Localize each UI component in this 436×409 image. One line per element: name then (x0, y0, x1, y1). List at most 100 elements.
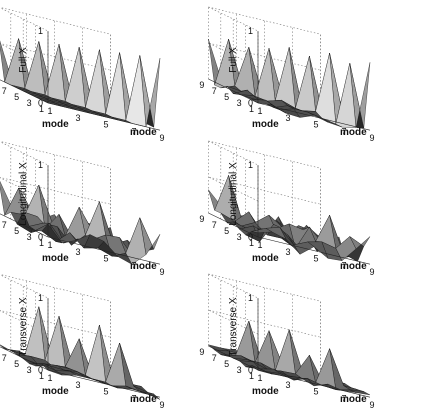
y-tick-label: 3 (27, 232, 32, 242)
left-wall-edge (208, 140, 259, 237)
x-tick-label: 9 (159, 133, 164, 143)
y-tick-label: 1 (39, 371, 44, 381)
y-tick-label: 9 (199, 347, 204, 357)
left-wall-edge (208, 6, 259, 103)
surface-facet (105, 52, 126, 121)
y-tick-label: 9 (199, 80, 204, 90)
z-tick-label: 0 (248, 232, 253, 242)
y-axis-line (208, 78, 259, 104)
x-tick-label: 1 (257, 240, 262, 250)
surface-facet (274, 329, 296, 375)
left-wall-edge (0, 141, 49, 237)
x-tick-label: 5 (103, 120, 108, 130)
z-axis-label: Full X (228, 47, 239, 73)
z-tick-label: 0 (248, 98, 253, 108)
y-tick-label: 1 (39, 238, 44, 248)
x-tick-label: 7 (131, 393, 136, 403)
x-tick-label: 1 (257, 373, 262, 383)
x-axis-label: mode (340, 127, 367, 138)
x-tick-label: 9 (369, 267, 374, 277)
x-axis-label: mode (340, 261, 367, 272)
x-tick-label: 7 (341, 126, 346, 136)
x-tick-label: 9 (159, 400, 164, 409)
x-tick-label: 9 (369, 133, 374, 143)
grid-line (0, 43, 111, 71)
y-tick-label: 5 (224, 92, 229, 102)
x-tick-label: 9 (369, 400, 374, 409)
grid-line (208, 309, 321, 338)
x-tick-label: 5 (313, 120, 318, 130)
z-axis-label: Longitudinal X (18, 162, 29, 226)
grid-line (208, 42, 321, 71)
x-tick-label: 3 (75, 247, 80, 257)
x-tick-label: 7 (131, 126, 136, 136)
y-tick-label: 1 (249, 104, 254, 114)
x-tick-label: 1 (47, 106, 52, 116)
y-tick-label: 3 (237, 232, 242, 242)
surface-facet (295, 56, 316, 112)
x-tick-label: 3 (75, 113, 80, 123)
x-axis-label: mode (130, 394, 157, 405)
y-tick-label: 7 (212, 220, 217, 230)
surface-facet (125, 55, 147, 128)
x-axis-line (47, 236, 161, 265)
y-axis-label: mode (42, 253, 69, 264)
x-axis-line (47, 102, 161, 131)
y-axis-label: mode (252, 119, 279, 130)
x-tick-label: 1 (257, 106, 262, 116)
surface-facet (85, 201, 106, 241)
z-tick-label: 0 (38, 98, 43, 108)
z-axis-label: Longitudinal X (228, 162, 239, 226)
y-tick-label: 5 (14, 92, 19, 102)
x-tick-label: 7 (341, 260, 346, 270)
z-axis-label: Transverse X (18, 297, 29, 356)
y-axis-label: mode (252, 386, 279, 397)
x-tick-label: 3 (75, 380, 80, 390)
y-axis-label: mode (252, 253, 279, 264)
z-tick-label: 1 (248, 160, 253, 170)
x-axis-label: mode (130, 127, 157, 138)
left-wall-edge (0, 7, 49, 103)
y-tick-label: 1 (39, 104, 44, 114)
z-axis-label: Transverse X (228, 297, 239, 356)
x-tick-label: 9 (159, 267, 164, 277)
y-tick-label: 5 (14, 359, 19, 369)
z-tick-label: 1 (38, 26, 43, 36)
y-tick-label: 1 (249, 238, 254, 248)
left-wall-edge (0, 274, 49, 370)
surface-facet (208, 344, 229, 352)
z-tick-label: 0 (38, 232, 43, 242)
x-axis-line (47, 369, 161, 398)
y-tick-label: 5 (14, 226, 19, 236)
x-axis-label: mode (340, 394, 367, 405)
z-tick-label: 1 (248, 293, 253, 303)
x-tick-label: 7 (131, 260, 136, 270)
y-tick-label: 1 (249, 371, 254, 381)
x-tick-label: 1 (47, 240, 52, 250)
z-tick-label: 1 (248, 26, 253, 36)
y-tick-label: 5 (224, 359, 229, 369)
y-tick-label: 3 (237, 365, 242, 375)
grid-line (208, 176, 321, 205)
y-tick-label: 7 (212, 353, 217, 363)
grid-line (0, 177, 111, 205)
x-tick-label: 7 (341, 393, 346, 403)
y-axis-line (208, 212, 259, 238)
z-tick-label: 1 (38, 160, 43, 170)
x-tick-label: 5 (313, 254, 318, 264)
x-axis-line (257, 236, 371, 265)
y-axis-label: mode (42, 119, 69, 130)
z-tick-label: 1 (38, 293, 43, 303)
x-tick-label: 1 (47, 373, 52, 383)
left-wall-edge (208, 273, 259, 370)
y-tick-label: 7 (2, 220, 7, 230)
x-tick-label: 5 (313, 387, 318, 397)
